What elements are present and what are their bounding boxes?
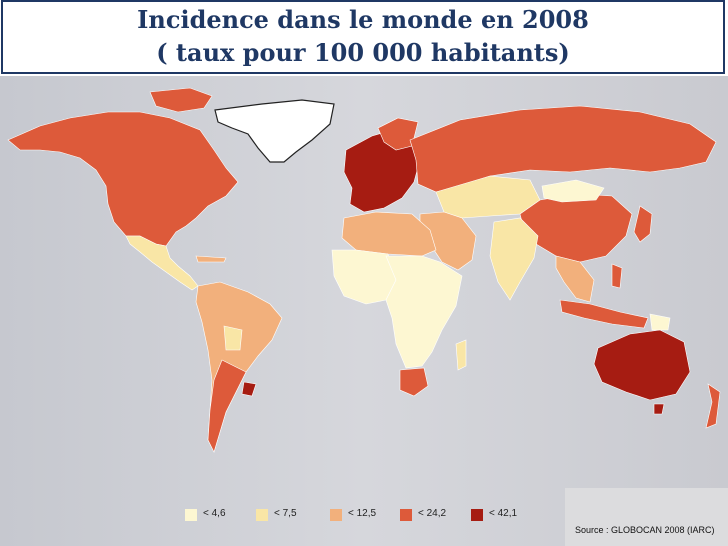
title-box: Incidence dans le monde en 2008 ( taux p… — [1, 0, 725, 74]
source-panel — [565, 488, 728, 546]
region-north-america-islands — [149, 87, 213, 113]
legend-swatch — [185, 509, 197, 521]
legend-swatch — [256, 509, 268, 521]
source-note: Source : GLOBOCAN 2008 (IARC) — [575, 525, 715, 535]
legend-swatch — [471, 509, 483, 521]
legend-label: < 12,5 — [348, 508, 377, 519]
region-greenland — [214, 99, 335, 163]
legend-swatch — [330, 509, 342, 521]
legend-label: < 24,2 — [418, 508, 447, 519]
region-new-zealand — [705, 383, 721, 429]
region-philippines — [611, 263, 623, 289]
region-caribbean — [195, 255, 227, 263]
region-australia — [593, 329, 691, 401]
region-argentina — [207, 359, 247, 453]
region-africa-central — [385, 255, 463, 369]
region-bolivia — [223, 325, 243, 351]
region-north-america — [7, 111, 239, 247]
region-madagascar — [455, 339, 467, 371]
region-india — [489, 217, 539, 301]
map-title: Incidence dans le monde en 2008 — [137, 5, 589, 34]
region-south-africa — [399, 367, 429, 397]
region-tasmania — [653, 403, 665, 415]
region-mongolia — [541, 179, 605, 203]
region-north-africa — [341, 211, 437, 257]
legend-label: < 7,5 — [274, 508, 297, 519]
region-indonesia — [559, 299, 649, 329]
region-uruguay — [241, 381, 257, 397]
legend-label: < 4,6 — [203, 508, 226, 519]
map-subtitle: ( taux pour 100 000 habitants) — [156, 38, 570, 67]
world-map — [0, 76, 728, 546]
region-japan — [633, 205, 653, 243]
legend-label: < 42,1 — [489, 508, 518, 519]
region-png — [649, 313, 671, 331]
legend-swatch — [400, 509, 412, 521]
region-southeast-asia — [555, 255, 595, 303]
